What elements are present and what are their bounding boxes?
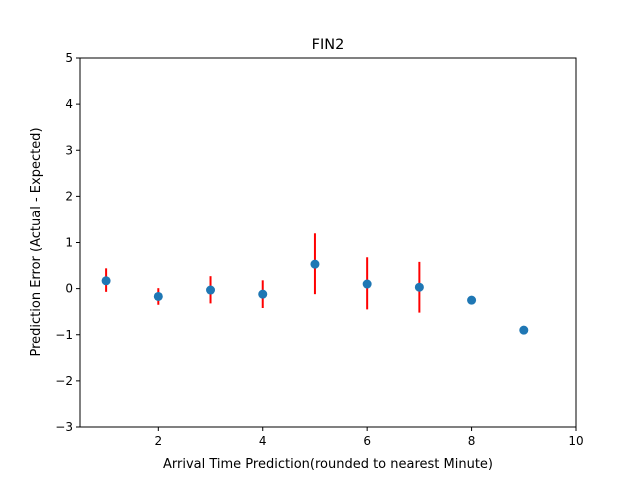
data-point xyxy=(153,291,163,301)
x-tick-label: 6 xyxy=(363,434,371,448)
data-point xyxy=(467,295,477,305)
x-axis-label: Arrival Time Prediction(rounded to neare… xyxy=(163,457,493,472)
data-point xyxy=(258,289,268,299)
y-axis-label: Prediction Error (Actual - Expected) xyxy=(29,127,44,356)
y-axis-ticks: −3 −2 −1 0 1 2 3 4 5 xyxy=(55,51,80,434)
chart-title: FIN2 xyxy=(312,37,345,53)
y-tick-label: −3 xyxy=(55,420,73,434)
y-tick-label: −2 xyxy=(55,374,73,388)
y-tick-label: 1 xyxy=(65,236,73,250)
y-tick-label: 2 xyxy=(65,189,73,203)
point-layer xyxy=(101,259,529,335)
y-tick-label: 3 xyxy=(65,143,73,157)
y-tick-label: 4 xyxy=(65,97,73,111)
data-point xyxy=(414,282,424,292)
x-tick-label: 2 xyxy=(154,434,162,448)
x-tick-label: 10 xyxy=(568,434,583,448)
data-point xyxy=(310,259,320,269)
x-tick-label: 8 xyxy=(468,434,476,448)
y-tick-label: 5 xyxy=(65,51,73,65)
y-tick-label: −1 xyxy=(55,328,73,342)
data-point xyxy=(362,279,372,289)
plot-frame xyxy=(79,57,577,428)
data-point xyxy=(206,285,216,295)
y-tick-label: 0 xyxy=(65,282,73,296)
data-point xyxy=(519,325,529,335)
data-point xyxy=(101,276,111,286)
errorbar-layer xyxy=(105,233,421,313)
x-tick-label: 4 xyxy=(259,434,267,448)
x-axis-ticks: 2 4 6 8 10 xyxy=(154,427,584,448)
